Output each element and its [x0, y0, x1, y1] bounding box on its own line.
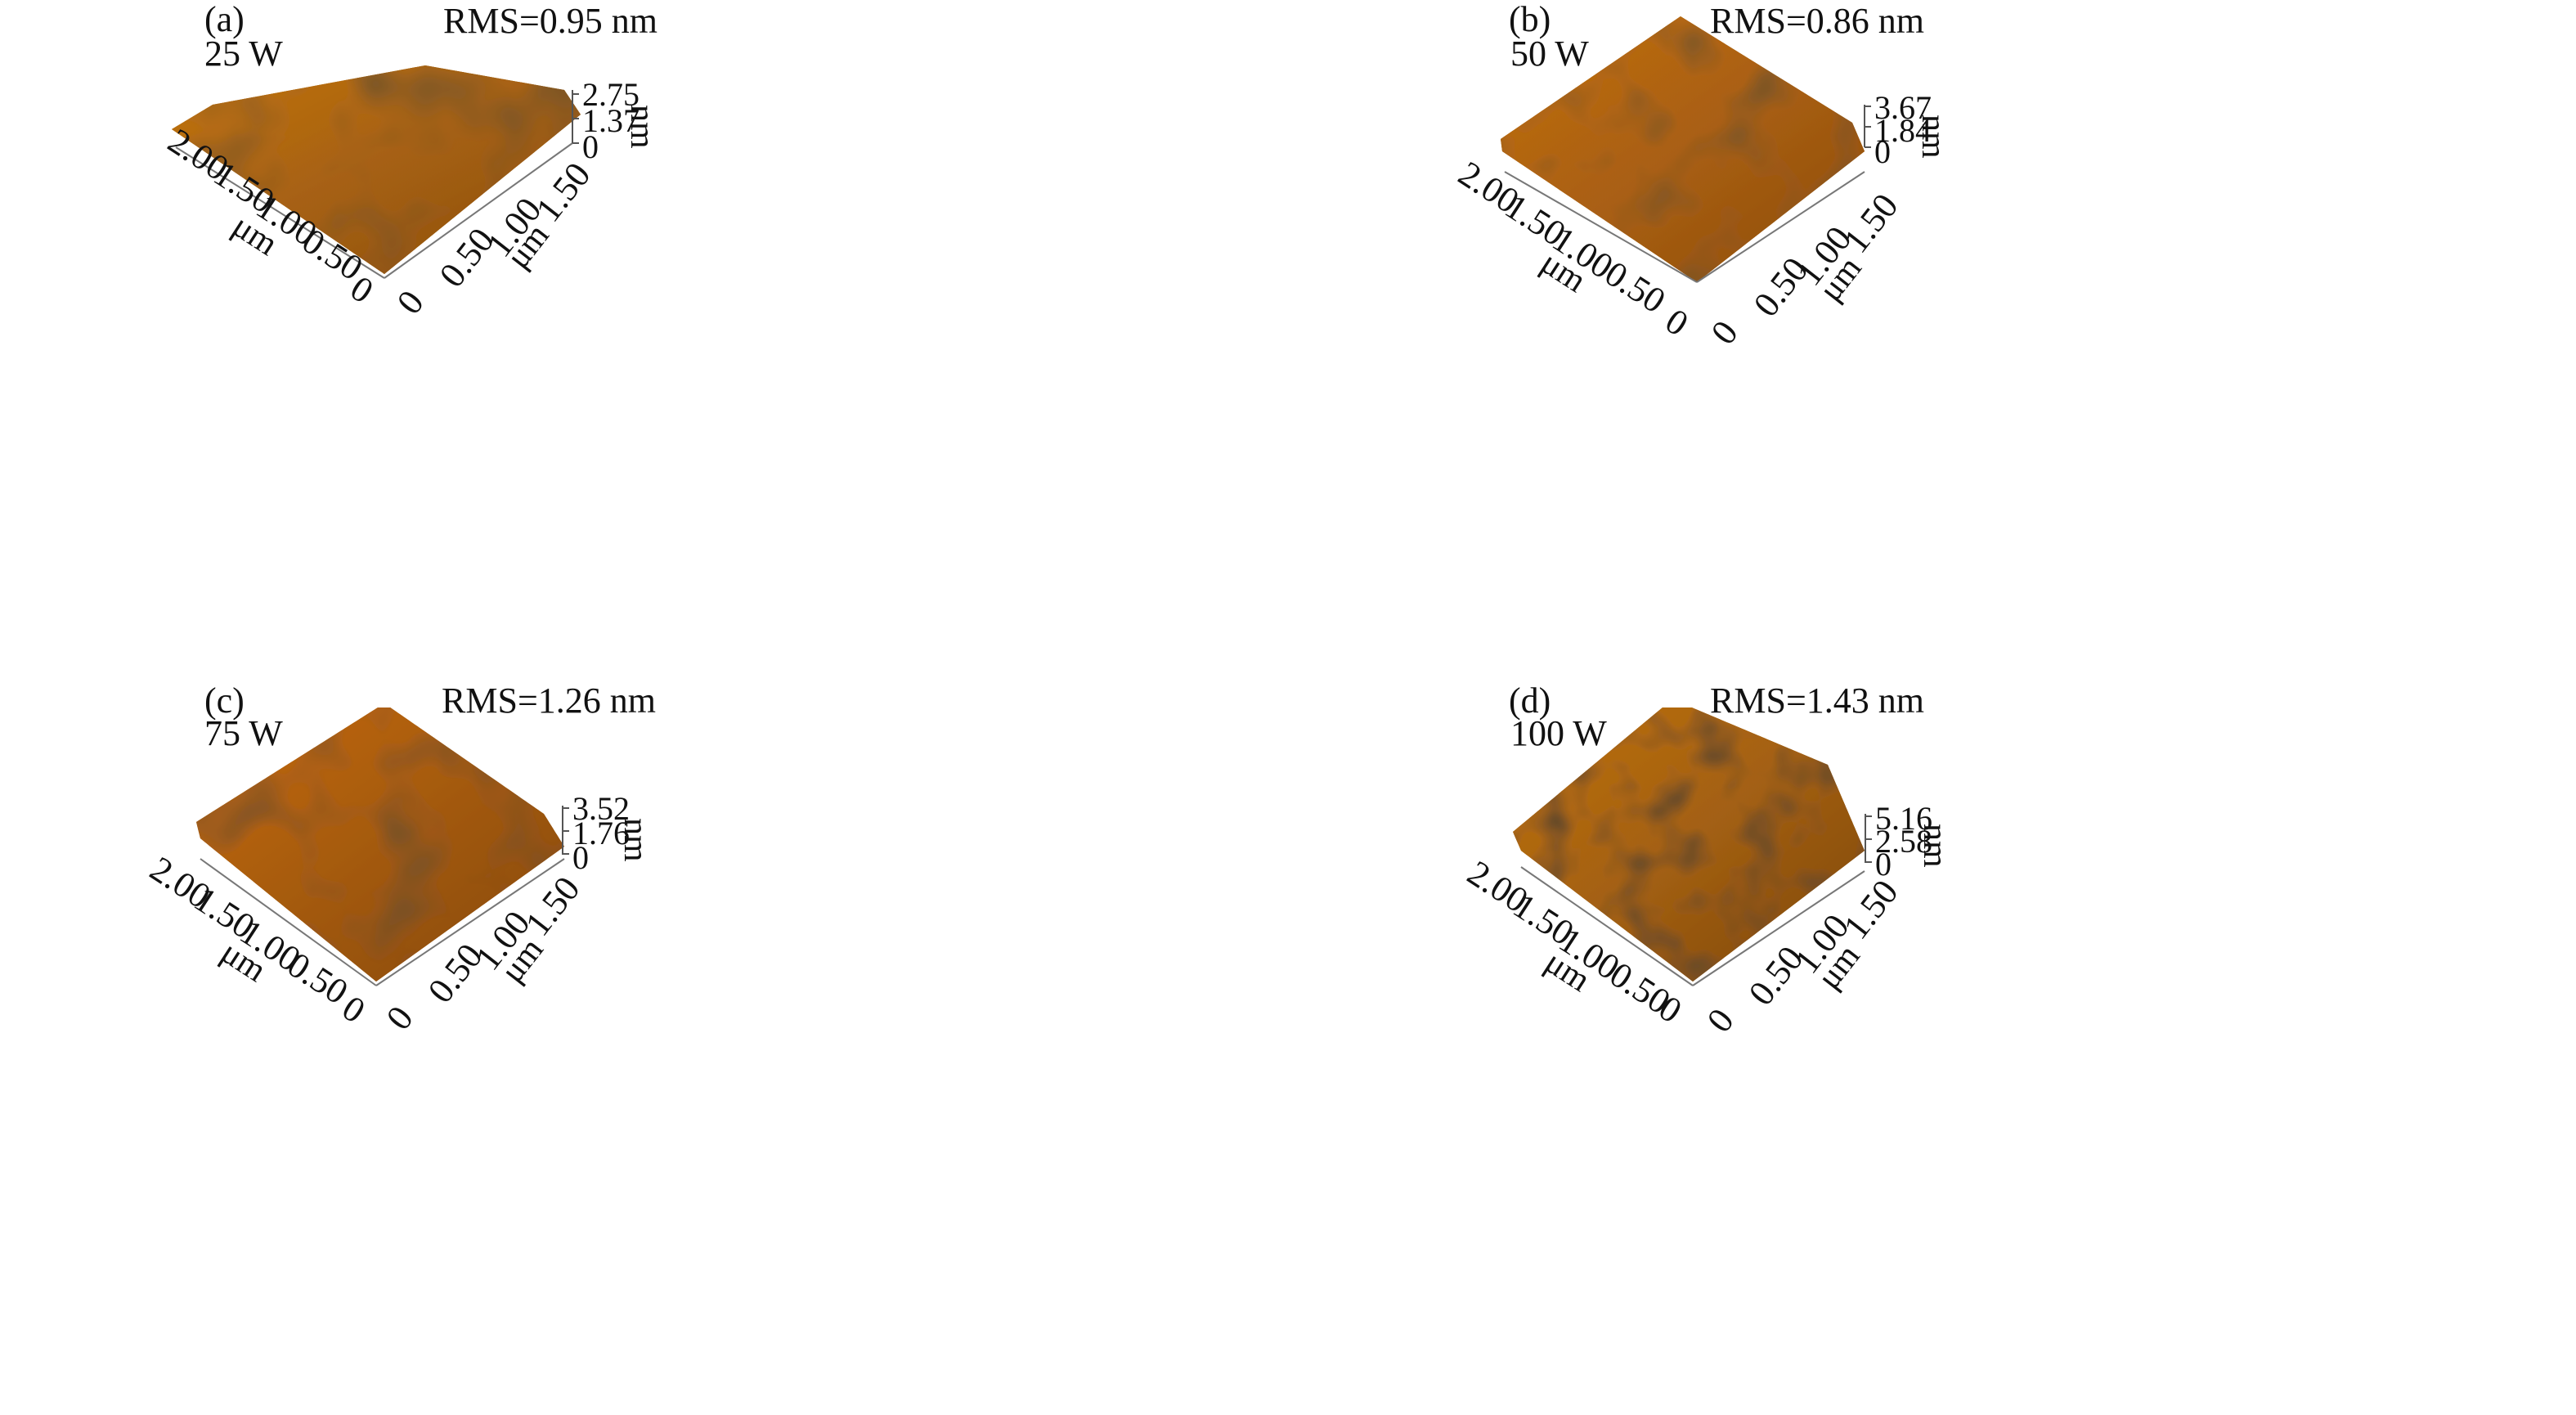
z-tick-max: 5.16 — [1875, 800, 1932, 837]
z-tick-zero: 0 — [572, 839, 589, 876]
power-label: 100 W — [1510, 713, 1607, 753]
power-label: 75 W — [204, 713, 283, 753]
z-tick-mid: 2.58 — [1875, 823, 1932, 860]
z-tick-zero: 0 — [582, 128, 599, 165]
rms-label: RMS=1.26 nm — [442, 681, 656, 721]
afm-surface-a — [172, 65, 581, 279]
z-tick-zero: 0 — [1874, 133, 1891, 170]
z-tick-mid: 1.84 — [1874, 112, 1932, 149]
z-unit: nm — [1916, 824, 1954, 868]
rms-label: RMS=1.43 nm — [1710, 681, 1924, 721]
z-unit: nm — [617, 818, 654, 862]
z-tick-max: 2.75 — [582, 76, 640, 113]
z-tick-mid: 1.37 — [582, 102, 640, 139]
afm-surface-d — [1513, 708, 1872, 986]
afm-panel-a: (a) 25 W RMS=0.95 nm 2.75 1.37 0 nm 2.00… — [0, 0, 1288, 708]
power-label: 50 W — [1510, 34, 1589, 74]
afm-surface-c — [196, 708, 569, 986]
z-tick-max: 3.67 — [1874, 89, 1932, 126]
panel-tag: (a) — [204, 0, 245, 39]
afm-panel-c: (c) 75 W RMS=1.26 nm 3.52 1.76 0 nm 2.00… — [0, 683, 1288, 1415]
rms-label: RMS=0.86 nm — [1710, 1, 1924, 41]
rms-label: RMS=0.95 nm — [443, 1, 657, 41]
panel-tag: (b) — [1509, 0, 1551, 39]
power-label: 25 W — [204, 34, 283, 74]
afm-panel-b: (b) 50 W RMS=0.86 nm 3.67 1.84 0 nm 2.00… — [1288, 0, 2576, 708]
z-tick-max: 3.52 — [572, 790, 630, 827]
z-tick-zero: 0 — [1875, 846, 1892, 883]
z-unit: nm — [1914, 115, 1952, 159]
afm-panel-d: (d) 100 W RMS=1.43 nm 5.16 2.58 0 nm 2.0… — [1288, 683, 2576, 1415]
z-tick-mid: 1.76 — [572, 815, 630, 851]
panel-tag: (c) — [204, 681, 245, 721]
afm-surface-b — [1501, 16, 1871, 283]
panel-tag: (d) — [1509, 681, 1551, 721]
z-unit: nm — [623, 105, 661, 149]
